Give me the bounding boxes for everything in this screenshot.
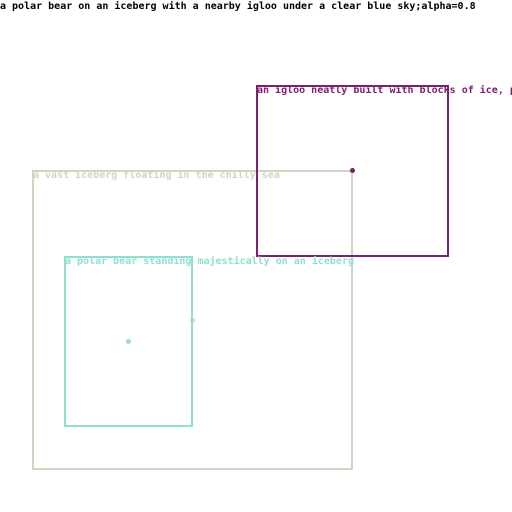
prompt-caption: a polar bear on an iceberg with a nearby… [0, 1, 476, 12]
igloo-anchor-dot [350, 168, 355, 173]
igloo-box: an igloo neatly built with blocks of ice… [256, 85, 512, 257]
polar-bear-label: a polar bear standing majestically on an… [65, 256, 354, 267]
polar-bear-box: a polar bear standing majestically on an… [64, 256, 354, 427]
igloo-label: an igloo neatly built with blocks of ice… [257, 85, 512, 96]
polar-bear-anchor-dot [126, 339, 131, 344]
iceberg-label: a vast iceberg floating in the chilly se… [33, 170, 280, 181]
iceberg-box: a vast iceberg floating in the chilly se… [32, 170, 353, 470]
